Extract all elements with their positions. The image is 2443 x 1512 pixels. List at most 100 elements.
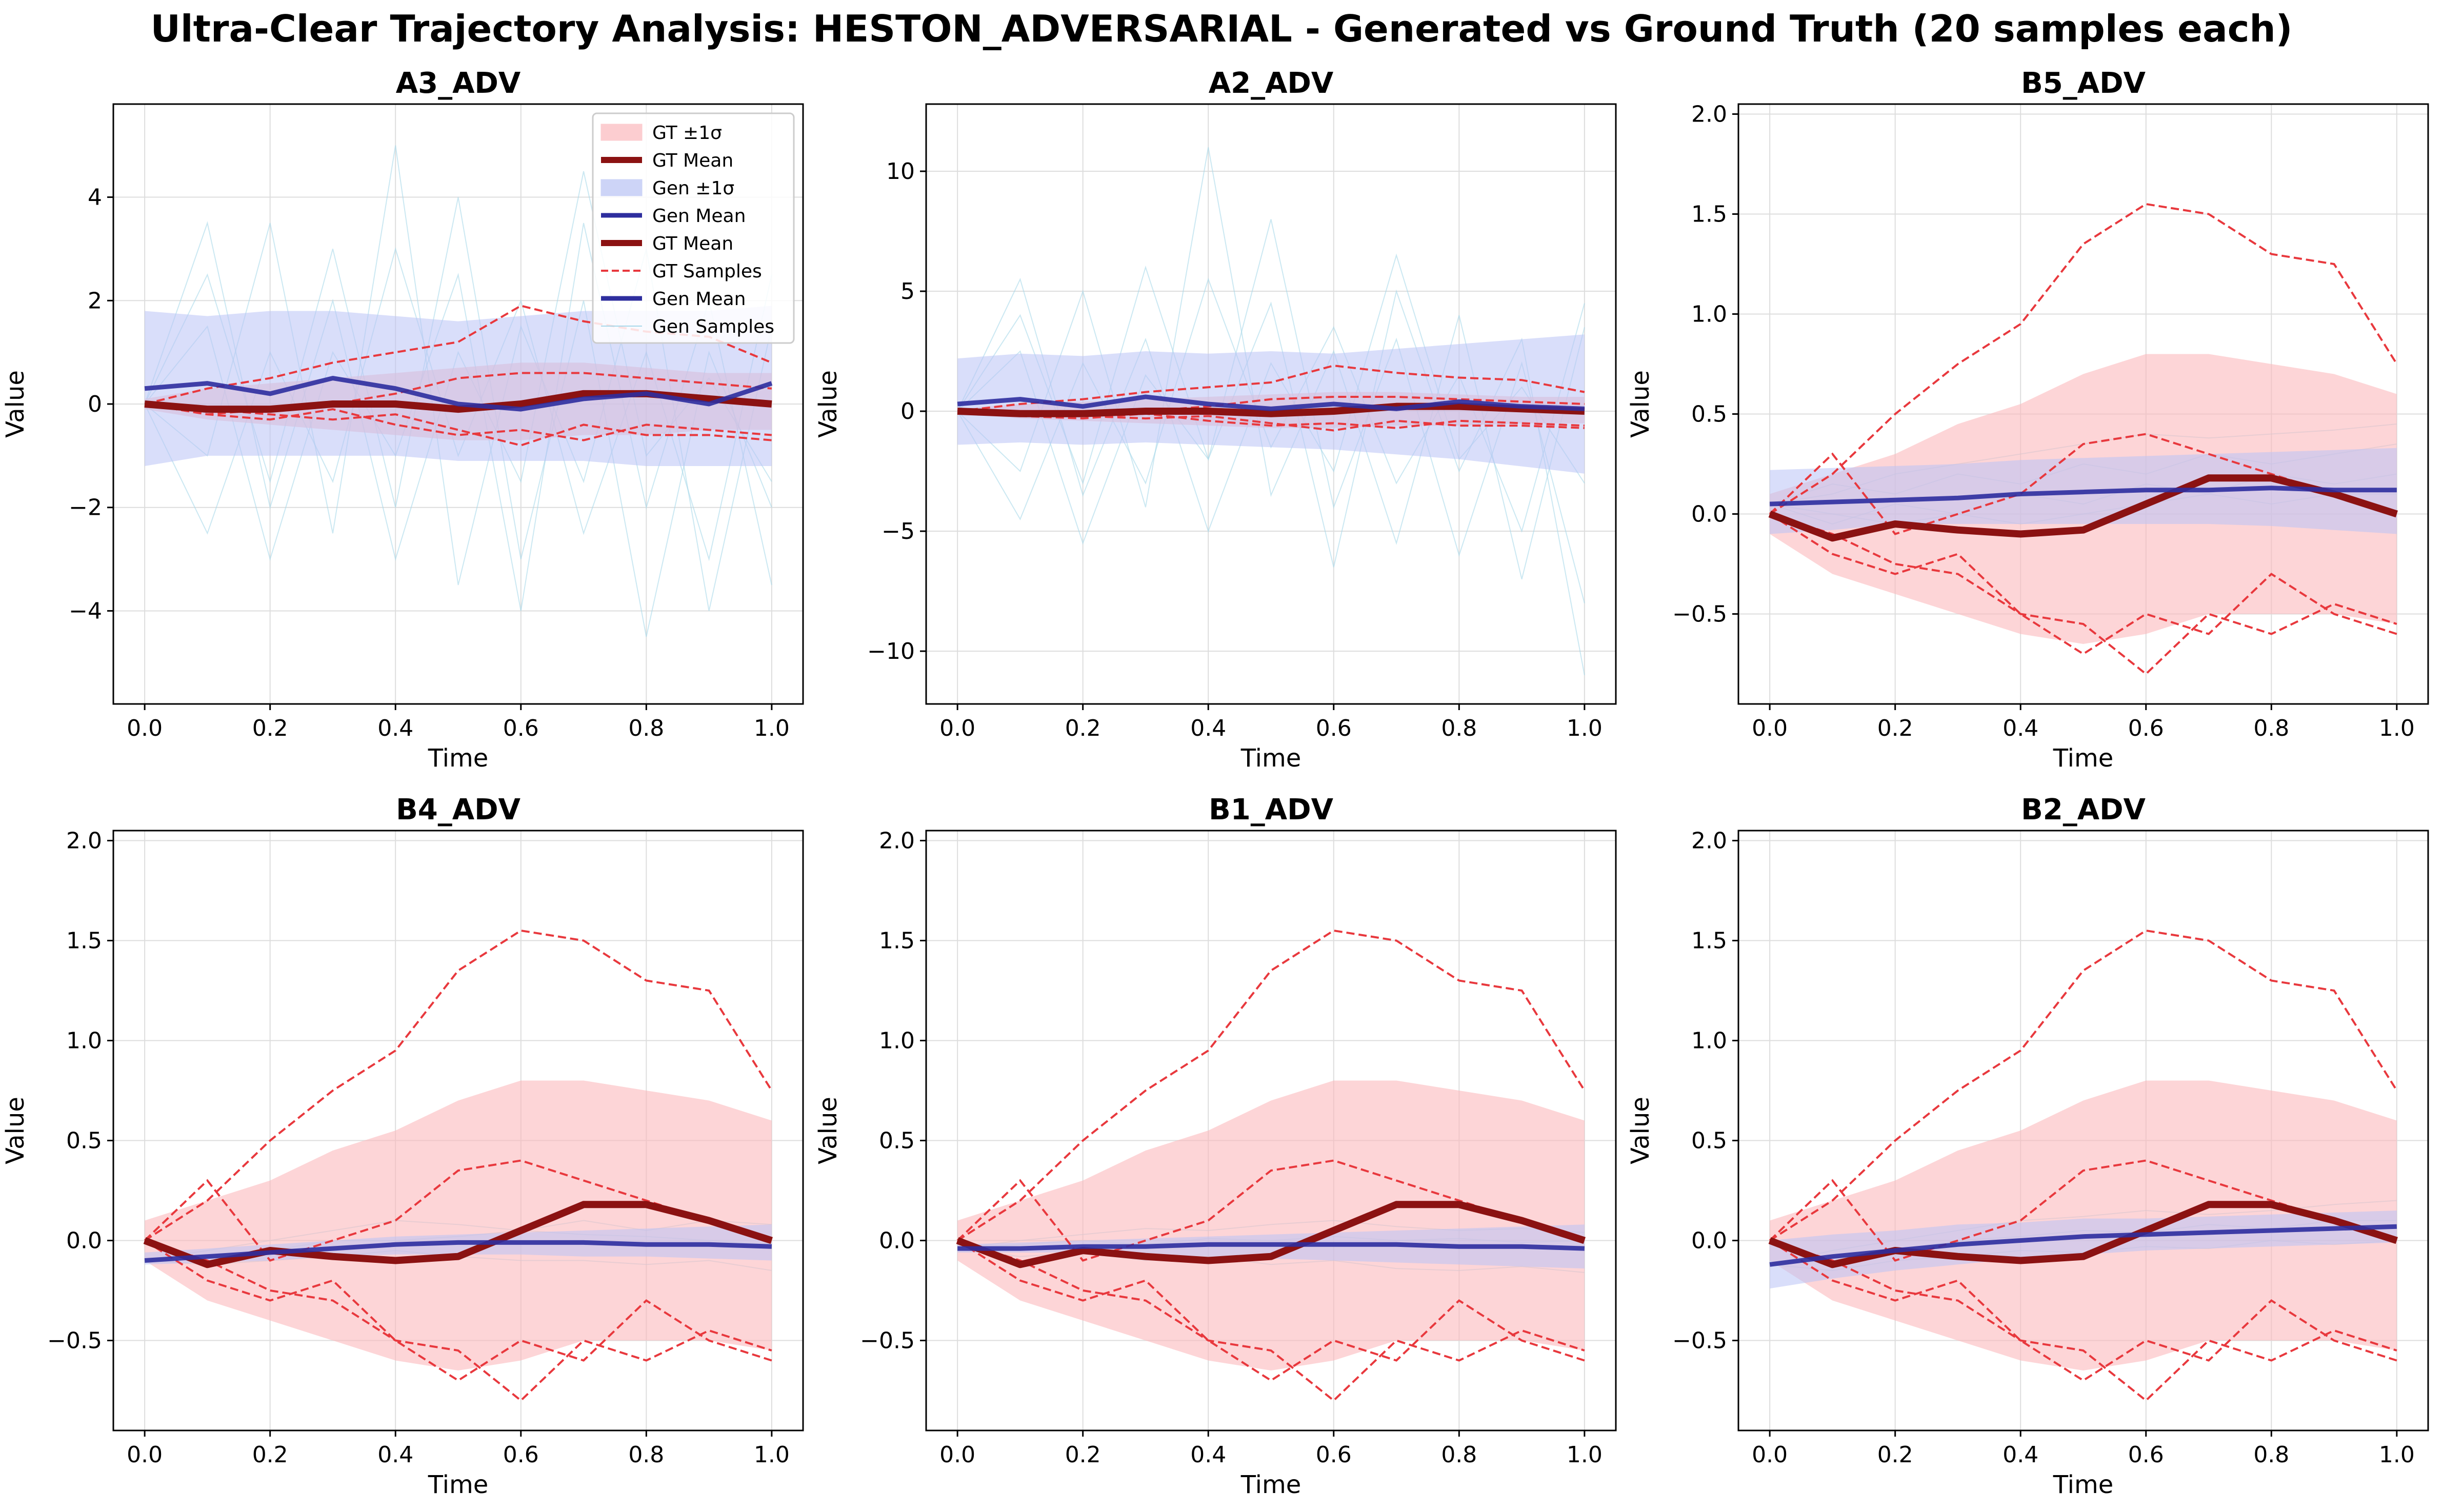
x-tick-label: 0.4 (1190, 715, 1226, 741)
gen-mean-line (144, 376, 773, 412)
y-axis-label: Value (1626, 1097, 1655, 1164)
panel-b1-adv: 0.0 0.2 0.4 0.6 0.8 1.0 −0.5 0.0 0.5 1.0 1.5 2.0 B1_… (814, 793, 1617, 1499)
y-tick-label: 0 (88, 391, 102, 417)
gen-band (957, 334, 1585, 474)
figure-title: Ultra-Clear Trajectory Analysis: HESTON_… (150, 7, 2293, 50)
x-tick-label: 0.2 (1065, 715, 1101, 741)
x-tick-label: 0.6 (503, 715, 539, 741)
panel-a3-adv: 0.0 0.2 0.4 0.6 0.8 1.0 −4 −2 0 2 4 A3_ADV Time Value… (1, 67, 804, 773)
x-tick-label: 0.8 (2253, 1442, 2289, 1468)
gt-sample-line (144, 403, 772, 441)
x-tick-label: 1.0 (2379, 715, 2415, 741)
x-tick-label: 0.2 (1065, 1442, 1101, 1468)
gt-sample-line (1769, 513, 2397, 676)
legend-label: Gen Mean (652, 289, 746, 310)
y-tick-label: −5 (882, 518, 915, 545)
legend-label: Gen Samples (652, 316, 774, 337)
axes-frame (112, 830, 804, 1432)
x-tick-label: 0.8 (1441, 1442, 1477, 1468)
x-tick-label: 0.2 (1877, 715, 1913, 741)
y-tick-label: 1.0 (66, 1028, 102, 1054)
y-tick-label: 0.0 (66, 1228, 102, 1254)
x-tick-label: 1.0 (1567, 1442, 1603, 1468)
legend-label: GT ±1σ (652, 123, 722, 144)
y-tick-label: 2.0 (879, 828, 915, 854)
x-tick-label: 1.0 (1567, 715, 1603, 741)
gt-mean-line (1768, 474, 2398, 542)
y-tick-label: 1.5 (66, 928, 102, 954)
gen-mean-line (1769, 486, 2397, 507)
x-tick-label: 0.0 (127, 1442, 163, 1468)
gt-sample-line (1769, 513, 2397, 655)
x-tick-label: 1.0 (754, 715, 790, 741)
y-tick-label: 2 (88, 288, 102, 314)
gt-mean-line (957, 402, 1585, 417)
gt-mean-line (956, 1201, 1586, 1268)
y-tick-label: 5 (900, 278, 915, 305)
x-tick-label: 0.0 (1752, 715, 1788, 741)
legend-label: Gen Mean (652, 206, 746, 227)
legend-box (592, 112, 795, 344)
panel-title: A2_ADV (1209, 67, 1334, 100)
y-axis-label: Value (1, 370, 30, 438)
x-axis-label: Time (2053, 1470, 2113, 1499)
y-tick-label: −4 (69, 598, 102, 624)
x-tick-label: 0.4 (1190, 1442, 1226, 1468)
legend-swatch (600, 179, 643, 196)
gt-sample-line (144, 1239, 772, 1402)
x-tick-label: 0.2 (252, 1442, 288, 1468)
y-axis-label: Value (814, 370, 843, 438)
x-tick-label: 0.0 (1752, 1442, 1788, 1468)
axes-frame (1737, 103, 2429, 705)
y-tick-label: 4 (88, 185, 102, 211)
x-axis-label: Time (2053, 744, 2113, 773)
y-tick-label: 2.0 (1691, 102, 1727, 128)
plot-area (143, 929, 773, 1402)
y-tick-label: 1.0 (879, 1028, 915, 1054)
legend: GT ±1σ GT Mean Gen ±1σ Gen Mean GT Mean GT Sa… (592, 112, 795, 344)
gt-band (145, 1080, 772, 1370)
gen-mean-line (144, 1240, 772, 1263)
x-tick-label: 0.6 (2128, 1442, 2164, 1468)
legend-label: GT Mean (652, 150, 733, 171)
y-tick-label: 0.5 (1691, 401, 1727, 428)
y-tick-label: 2.0 (66, 828, 102, 854)
y-tick-label: −0.5 (47, 1328, 102, 1354)
y-tick-label: 1.5 (1691, 928, 1727, 954)
x-tick-label: 0.4 (377, 1442, 413, 1468)
y-tick-label: 0.0 (1691, 501, 1727, 528)
x-tick-label: 0.8 (628, 715, 664, 741)
x-tick-label: 0.2 (252, 715, 288, 741)
x-tick-label: 1.0 (754, 1442, 790, 1468)
y-tick-label: −0.5 (1672, 601, 1727, 628)
gen-band (145, 306, 772, 467)
gt-sample-line (1769, 1239, 2397, 1402)
y-tick-label: 0.5 (66, 1128, 102, 1154)
gen-mean-line (1769, 1224, 2397, 1267)
panel-b4-adv: 0.0 0.2 0.4 0.6 0.8 1.0 −0.5 0.0 0.5 1.0 1.5 2.0 B4_… (1, 793, 804, 1499)
y-axis-label: Value (814, 1097, 843, 1164)
x-tick-label: 0.2 (1877, 1442, 1913, 1468)
y-tick-label: 1.5 (879, 928, 915, 954)
x-axis-label: Time (428, 1470, 488, 1499)
x-axis-label: Time (1240, 1470, 1301, 1499)
legend-label: GT Mean (652, 233, 733, 254)
panel-title: B1_ADV (1209, 793, 1333, 826)
y-tick-label: −2 (69, 495, 102, 521)
y-axis-label: Value (1, 1097, 30, 1164)
panel-b5-adv: 0.0 0.2 0.4 0.6 0.8 1.0 −0.5 0.0 0.5 1.0 1.5 2.0 B5_… (1626, 67, 2429, 773)
x-tick-label: 0.0 (939, 715, 975, 741)
gt-sample-line (144, 1239, 772, 1382)
gt-mean-line (1768, 1201, 2398, 1268)
y-tick-label: 0.0 (879, 1228, 915, 1254)
legend-label: GT Samples (652, 261, 762, 282)
plot-area (956, 929, 1586, 1402)
panel-title: B4_ADV (396, 793, 520, 826)
gt-sample-line (1769, 1239, 2397, 1382)
panel-title: A3_ADV (396, 67, 521, 100)
panel-title: B5_ADV (2021, 67, 2146, 100)
axes-frame (925, 103, 1617, 705)
x-axis-label: Time (1240, 744, 1301, 773)
panel-title: B2_ADV (2021, 793, 2146, 826)
